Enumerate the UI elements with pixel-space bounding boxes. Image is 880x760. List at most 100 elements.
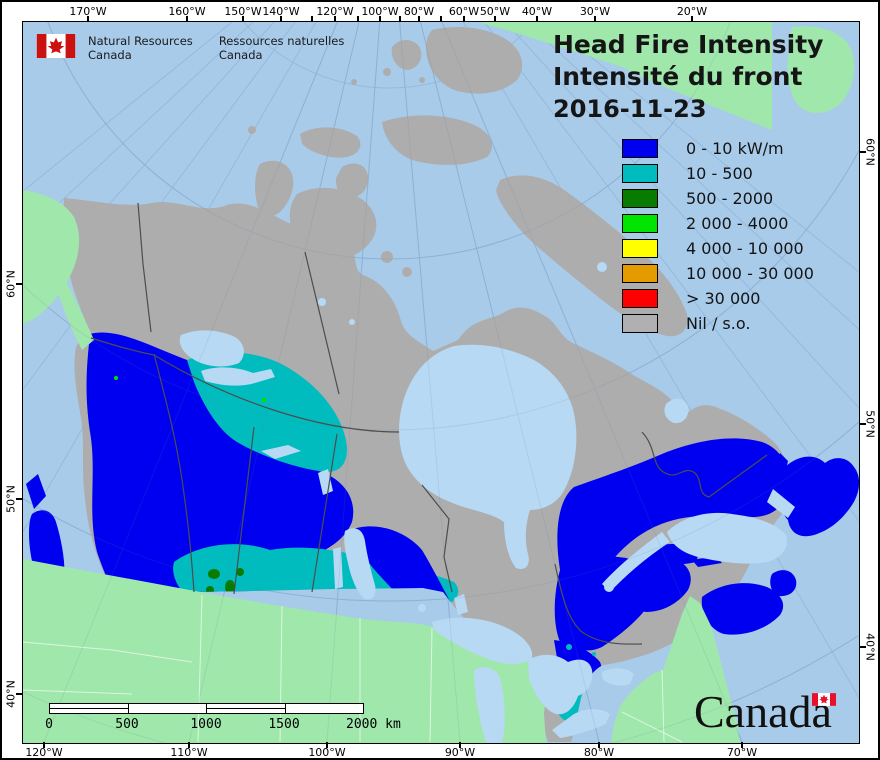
province-borders <box>90 202 768 645</box>
longitude-label-top: 120°W <box>316 5 354 18</box>
greenland <box>478 22 772 130</box>
lake-superior <box>432 617 533 665</box>
region-2000-4000-speck <box>114 376 118 380</box>
legend-item: 10 - 500 <box>622 161 814 186</box>
newfoundland-0-10 <box>778 456 859 537</box>
foreign-land <box>23 22 855 743</box>
wordmark-text: Canada <box>694 686 832 737</box>
nettilling-lake <box>597 262 607 272</box>
top-tick <box>440 16 442 22</box>
legend-item: Nil / s.o. <box>622 311 814 336</box>
right-tick <box>860 151 866 153</box>
united-states <box>23 559 740 743</box>
legend-label: Nil / s.o. <box>686 314 751 333</box>
logo-en-line2: Canada <box>88 48 132 62</box>
graticule-faint <box>23 22 859 743</box>
great-slave-lake <box>201 367 275 386</box>
bottom-tick <box>188 742 190 748</box>
longitude-label-top: 170°W <box>69 5 107 18</box>
legend-swatch <box>622 264 658 283</box>
longitude-label-bottom: 100°W <box>308 746 346 759</box>
bottom-tick <box>598 742 600 748</box>
quebec-reservoir <box>604 582 614 592</box>
map-frame <box>22 21 860 744</box>
lake-nipigon <box>454 594 468 615</box>
legend-swatch <box>622 214 658 233</box>
legend-swatch <box>622 189 658 208</box>
region-2000-4000-speck2 <box>262 398 266 402</box>
scale-label: 2000 km <box>346 717 401 732</box>
canada-flag-icon <box>36 34 76 58</box>
lake-winnipegosis <box>333 547 343 589</box>
top-tick <box>418 16 420 22</box>
lake-athabasca <box>261 445 301 459</box>
left-tick <box>16 693 22 695</box>
scale-label: 1000 <box>190 717 222 732</box>
top-tick <box>494 16 496 22</box>
offshore-islands <box>26 453 859 635</box>
left-tick <box>16 498 22 500</box>
bottom-tick <box>741 742 743 748</box>
bottom-tick <box>459 742 461 748</box>
longitude-label-top: 40°W <box>521 5 553 18</box>
tundra-lake2 <box>349 319 355 325</box>
scale-bar: 0 500 1000 1500 2000 km <box>45 703 401 733</box>
top-tick <box>463 16 465 22</box>
longitude-label-bottom: 120°W <box>25 746 63 759</box>
top-tick <box>186 16 188 22</box>
top-tick <box>691 16 693 22</box>
right-tick <box>860 423 866 425</box>
logo-fr-line2: Canada <box>218 48 263 62</box>
top-tick <box>379 16 381 22</box>
longitude-label-top: 20°W <box>676 5 708 18</box>
quebec-teal-speck2 <box>592 652 596 656</box>
legend-swatch <box>622 289 658 308</box>
legend-label: 2 000 - 4000 <box>686 214 789 233</box>
scale-segment <box>286 704 364 713</box>
left-tick <box>16 283 22 285</box>
lake-of-the-woods <box>418 604 426 612</box>
scale-bar-labels: 0 500 1000 1500 2000 km <box>45 717 401 733</box>
cape-breton-0-10 <box>770 570 797 597</box>
scale-label: 0 <box>45 717 53 732</box>
alaska-panhandle <box>54 270 94 350</box>
scale-label: 1500 <box>268 717 300 732</box>
nrcan-logo: Natural Resources Canada Ressources natu… <box>36 34 370 62</box>
top-tick <box>334 16 336 22</box>
top-tick <box>594 16 596 22</box>
title-fr: Intensité du front <box>553 62 803 91</box>
longitude-label-top: 100°W <box>361 5 399 18</box>
legend-swatch <box>622 239 658 258</box>
top-tick <box>242 16 244 22</box>
bottom-tick <box>43 742 45 748</box>
legend-label: 500 - 2000 <box>686 189 774 208</box>
legend-item: 2 000 - 4000 <box>622 211 814 236</box>
legend-swatch <box>622 314 658 333</box>
right-tick <box>860 646 866 648</box>
legend-item: 0 - 10 kW/m <box>622 136 814 161</box>
hudson-bay <box>399 344 577 570</box>
region-new-brunswick-0-10 <box>622 556 691 612</box>
tundra-lake <box>318 298 326 306</box>
reindeer-lake <box>318 469 333 495</box>
lake-erie <box>552 709 610 738</box>
legend-label: 0 - 10 kW/m <box>686 139 784 158</box>
longitude-label-bottom: 80°W <box>583 746 615 759</box>
lake-huron <box>528 654 593 715</box>
title-en: Head Fire Intensity <box>553 30 824 59</box>
longitude-label-top: 150°W <box>224 5 262 18</box>
region-quebec-0-10 <box>554 438 789 648</box>
top-tick <box>357 16 359 22</box>
belle-isle-strait <box>767 489 795 518</box>
canada-fire-map <box>23 22 859 743</box>
water-bodies <box>179 262 795 743</box>
legend-label: 4 000 - 10 000 <box>686 239 804 258</box>
region-labrador-coast-0-10 <box>692 484 766 516</box>
title-date: 2016-11-23 <box>553 95 707 123</box>
us-state-borders <box>23 594 683 743</box>
wordmark-flag-icon <box>811 693 836 706</box>
legend-item: 10 000 - 30 000 <box>622 261 814 286</box>
lake-michigan <box>474 667 505 743</box>
longitude-label-top: 30°W <box>579 5 611 18</box>
greenland-east-island <box>787 26 855 114</box>
